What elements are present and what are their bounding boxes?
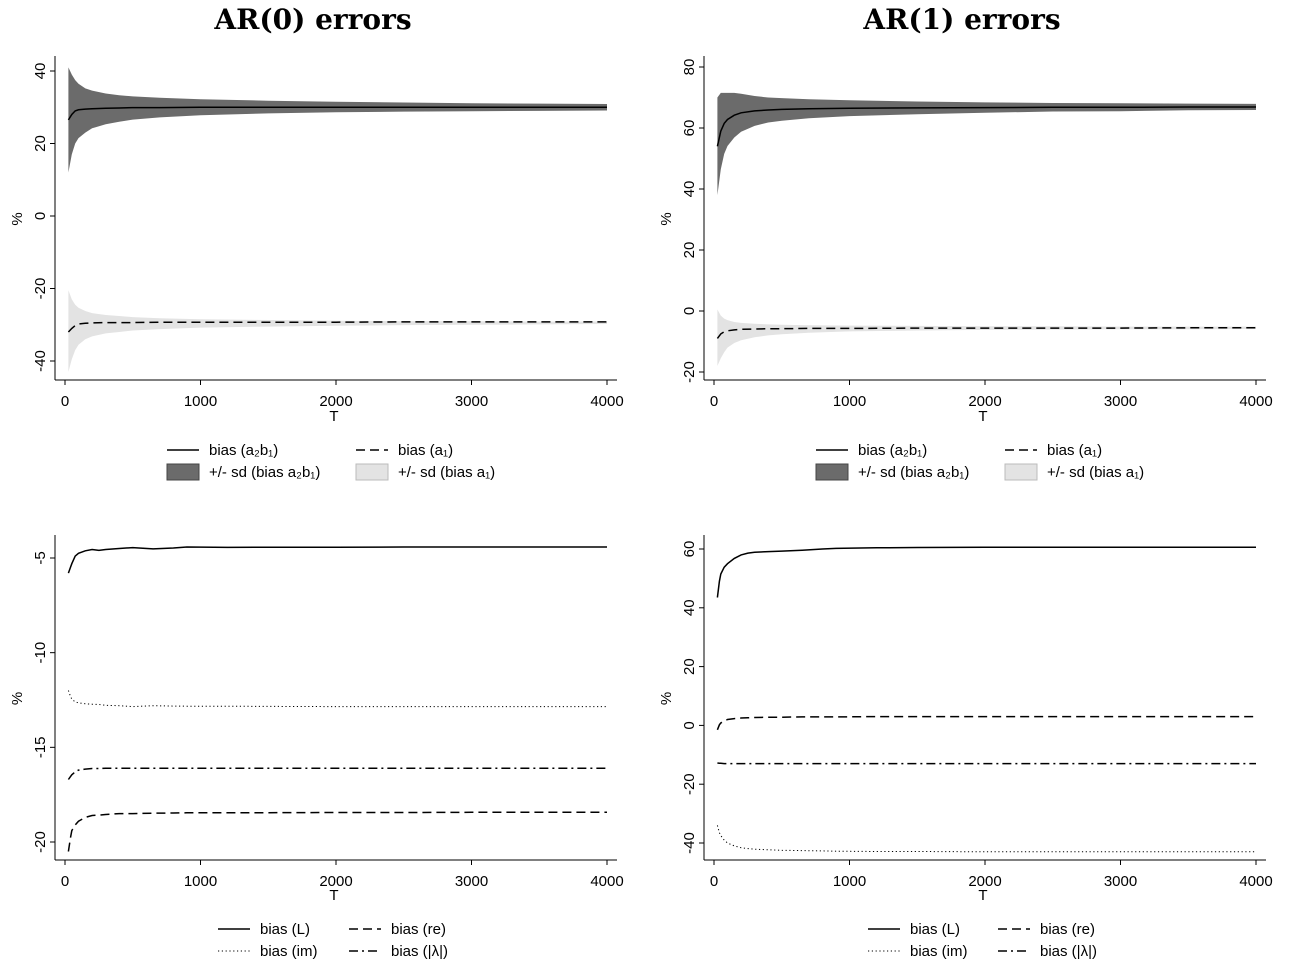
y-tick-label: 60 bbox=[681, 120, 698, 137]
legend-label: bias (a₂b₁) bbox=[858, 442, 927, 459]
y-tick-label: -5 bbox=[32, 551, 49, 564]
x-tick-label: 1000 bbox=[833, 393, 866, 410]
x-tick-label: 3000 bbox=[1104, 873, 1137, 890]
sd-band-a1 bbox=[68, 290, 607, 372]
legend-label: bias (L) bbox=[260, 921, 310, 938]
legend-swatch bbox=[355, 463, 389, 481]
x-axis-label: T bbox=[978, 887, 987, 904]
y-tick-label: 20 bbox=[681, 242, 698, 259]
y-tick-label: -20 bbox=[681, 361, 698, 383]
series-line-solid bbox=[716, 546, 1256, 598]
x-tick-label: 2000 bbox=[968, 393, 1001, 410]
legend-label: +/- sd (bias a₂b₁) bbox=[209, 464, 320, 481]
legend-label: bias (a₂b₁) bbox=[209, 442, 278, 459]
y-axis-label: % bbox=[9, 212, 26, 225]
legend-swatch bbox=[815, 463, 849, 481]
y-axis-label: % bbox=[658, 692, 675, 705]
panel-ar0-bottom: 0 1000 2000 3000 4000-20-15-10-5T%bias (L) bi… bbox=[9, 535, 624, 960]
x-axis-label: T bbox=[329, 887, 338, 904]
y-tick-label: -20 bbox=[681, 773, 698, 795]
x-tick-label: 4000 bbox=[590, 873, 623, 890]
series-line-solid bbox=[67, 106, 607, 121]
legend: bias (L) bias (re) bias (im) bias (|λ|) bbox=[218, 921, 448, 960]
panel-ar1-bottom: 0 1000 2000 3000 4000 -40 -20 0 20 40 60 T% bias (L)… bbox=[658, 535, 1273, 960]
x-tick-label: 0 bbox=[710, 873, 718, 890]
y-tick-label: 20 bbox=[32, 135, 49, 152]
x-tick-label: 2000 bbox=[968, 873, 1001, 890]
legend-label: bias (|λ|) bbox=[391, 943, 448, 960]
legend-label: bias (L) bbox=[910, 921, 960, 938]
y-tick-label: -40 bbox=[32, 350, 49, 372]
y-tick-label: 80 bbox=[681, 59, 698, 76]
y-tick-label: 20 bbox=[681, 658, 698, 675]
legend-label: bias (im) bbox=[910, 943, 968, 960]
column-title-ar1: AR(1) errors bbox=[862, 3, 1060, 36]
x-tick-label: 1000 bbox=[833, 873, 866, 890]
series-line-solid bbox=[67, 546, 607, 574]
x-tick-label: 0 bbox=[61, 873, 69, 890]
y-tick-label: -40 bbox=[681, 832, 698, 854]
x-axis-label: T bbox=[978, 408, 987, 425]
panel-ar0-top: 0 1000 2000 3000 4000 -40 -20 0 20 40 T% bias (a₂b₁… bbox=[9, 56, 624, 481]
x-tick-label: 1000 bbox=[184, 873, 217, 890]
legend-label: +/- sd (bias a₁) bbox=[398, 464, 495, 481]
legend-label: bias (|λ|) bbox=[1040, 943, 1097, 960]
x-tick-label: 0 bbox=[61, 393, 69, 410]
legend-label: bias (re) bbox=[391, 921, 446, 938]
legend-label: +/- sd (bias a₂b₁) bbox=[858, 464, 969, 481]
x-tick-label: 4000 bbox=[1239, 873, 1272, 890]
y-tick-label: -20 bbox=[32, 831, 49, 853]
y-tick-label: -20 bbox=[32, 278, 49, 300]
sd-band-a2b1 bbox=[717, 92, 1256, 196]
x-tick-label: 3000 bbox=[455, 393, 488, 410]
legend: bias (a₂b₁) bias (a₁) +/- sd (bias a₂b₁) +/… bbox=[166, 442, 495, 481]
x-tick-label: 2000 bbox=[319, 393, 352, 410]
x-tick-label: 1000 bbox=[184, 393, 217, 410]
legend-label: bias (a₁) bbox=[398, 442, 453, 459]
x-tick-label: 0 bbox=[710, 393, 718, 410]
column-title-ar0: AR(0) errors bbox=[213, 3, 411, 36]
y-tick-label: 60 bbox=[681, 541, 698, 558]
x-axis-label: T bbox=[329, 408, 338, 425]
series-line-dashdot bbox=[67, 767, 607, 780]
y-axis-label: % bbox=[9, 692, 26, 705]
x-tick-label: 2000 bbox=[319, 873, 352, 890]
legend-swatch bbox=[166, 463, 200, 481]
panel-ar1-top: 0 1000 2000 3000 4000 -20 0 20 40 60 80 T% bias (a₂b… bbox=[658, 56, 1273, 481]
x-tick-label: 3000 bbox=[1104, 393, 1137, 410]
series-line-solid bbox=[716, 106, 1256, 147]
y-axis-label: % bbox=[658, 212, 675, 225]
sd-band-a1 bbox=[717, 309, 1256, 366]
legend-label: +/- sd (bias a₁) bbox=[1047, 464, 1144, 481]
legend: bias (a₂b₁) bias (a₁) +/- sd (bias a₂b₁) +/… bbox=[815, 442, 1144, 481]
series-line-dashdot bbox=[717, 762, 1256, 765]
sd-band-a2b1 bbox=[68, 67, 607, 173]
series-line-dot bbox=[716, 825, 1256, 853]
legend: bias (L) bias (re) bias (im) bias (|λ|) bbox=[868, 921, 1097, 960]
y-tick-label: 0 bbox=[32, 212, 49, 220]
legend-swatch bbox=[1004, 463, 1038, 481]
y-tick-label: -15 bbox=[32, 736, 49, 758]
series-line-dot bbox=[67, 690, 607, 708]
y-tick-label: 40 bbox=[32, 63, 49, 80]
y-tick-label: 0 bbox=[681, 307, 698, 315]
series-line-dash bbox=[716, 715, 1256, 731]
x-tick-label: 4000 bbox=[590, 393, 623, 410]
y-tick-label: 0 bbox=[681, 721, 698, 729]
y-tick-label: -10 bbox=[32, 642, 49, 664]
x-tick-label: 3000 bbox=[455, 873, 488, 890]
legend-label: bias (im) bbox=[260, 943, 318, 960]
series-line-dash bbox=[67, 811, 607, 852]
x-tick-label: 4000 bbox=[1239, 393, 1272, 410]
legend-label: bias (re) bbox=[1040, 921, 1095, 938]
y-tick-label: 40 bbox=[681, 181, 698, 198]
y-tick-label: 40 bbox=[681, 599, 698, 616]
legend-label: bias (a₁) bbox=[1047, 442, 1102, 459]
